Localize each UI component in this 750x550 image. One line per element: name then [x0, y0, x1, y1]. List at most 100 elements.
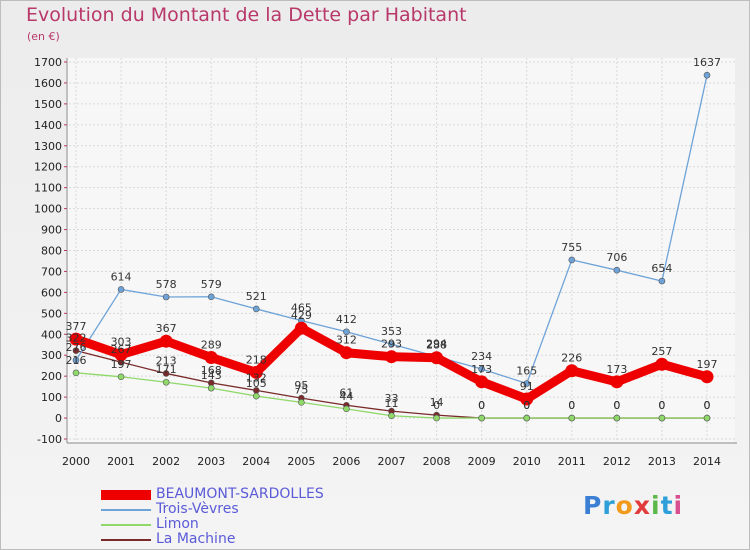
data-point [69, 332, 83, 346]
x-tick-label: 2000 [62, 455, 90, 468]
proxiti-logo: Proxiti [583, 491, 684, 520]
data-point [523, 414, 531, 422]
data-point [72, 369, 80, 377]
data-point [162, 293, 170, 301]
data-label: 288 [426, 339, 447, 352]
data-label: 0 [613, 399, 620, 412]
y-tick-label: 1100 [34, 182, 62, 195]
legend-swatch [101, 509, 151, 511]
data-label: 353 [381, 325, 402, 338]
data-label: 0 [658, 399, 665, 412]
y-tick-label: 1200 [34, 161, 62, 174]
data-point [523, 380, 531, 387]
x-tick-label: 2007 [378, 455, 406, 468]
legend-swatch [101, 539, 151, 541]
x-tick-label: 2011 [558, 455, 586, 468]
data-point [433, 414, 440, 422]
data-point [700, 370, 714, 384]
data-point [249, 365, 263, 379]
data-label: 197 [697, 358, 718, 371]
y-tick-label: 300 [41, 349, 62, 362]
data-point [343, 405, 350, 413]
data-label: 171 [156, 363, 177, 376]
data-label: 312 [336, 334, 357, 347]
data-label: 0 [568, 399, 575, 412]
data-point [520, 392, 534, 406]
data-label: 226 [561, 352, 582, 365]
y-tick-label: 1600 [34, 77, 62, 90]
data-label: 0 [704, 399, 711, 412]
data-point [72, 356, 80, 364]
x-tick-label: 2001 [107, 455, 135, 468]
data-point [658, 277, 666, 285]
x-tick-label: 2014 [693, 455, 721, 468]
y-tick-label: 0 [55, 412, 62, 425]
y-tick-label: 400 [41, 328, 62, 341]
data-label: 0 [704, 399, 711, 412]
data-label: 165 [516, 364, 537, 377]
data-point [252, 305, 260, 313]
y-tick-label: 200 [41, 370, 62, 383]
data-label: 61 [339, 386, 353, 399]
data-label: 706 [606, 251, 627, 264]
data-point [204, 351, 218, 365]
data-point [385, 350, 398, 364]
data-label: 173 [471, 363, 492, 376]
data-label: 0 [523, 399, 530, 412]
data-label: 578 [156, 278, 177, 291]
legend-item-limon: Limon [101, 516, 401, 533]
y-tick-label: 700 [41, 265, 62, 278]
data-label: 0 [613, 399, 620, 412]
data-point [565, 364, 579, 378]
data-point [655, 357, 669, 371]
y-tick-label: 600 [41, 286, 62, 299]
data-label: 95 [294, 379, 308, 392]
x-tick-label: 2006 [332, 455, 360, 468]
legend-label: Trois-Vèvres [156, 501, 239, 517]
legend-item-la-machine: La Machine [101, 531, 401, 548]
y-tick-label: 1400 [34, 119, 62, 132]
data-label: 579 [201, 278, 222, 291]
data-label: 0 [478, 399, 485, 412]
x-tick-label: 2009 [468, 455, 496, 468]
data-label: 521 [246, 290, 267, 303]
data-label: 303 [111, 336, 132, 349]
legend-swatch [101, 490, 151, 500]
data-point [117, 286, 125, 293]
data-point [703, 414, 711, 422]
data-point [298, 399, 305, 406]
y-tick-label: 1500 [34, 98, 62, 111]
y-tick-label: 800 [41, 245, 62, 258]
legend-swatch [101, 524, 151, 526]
data-point [117, 373, 125, 381]
data-point [114, 348, 128, 362]
legend-item-beaumont-sardolles: BEAUMONT-SARDOLLES [101, 486, 401, 503]
data-label: 293 [381, 338, 402, 351]
data-point [613, 414, 621, 422]
data-point [568, 256, 576, 264]
data-point [388, 340, 395, 348]
data-label: 0 [433, 399, 440, 412]
data-point [207, 384, 215, 392]
data-point [207, 293, 215, 301]
data-point [610, 375, 624, 389]
data-label: 465 [291, 302, 312, 315]
data-point [430, 351, 444, 365]
data-label: 267 [111, 343, 132, 356]
x-tick-label: 2008 [423, 455, 451, 468]
legend-label: BEAUMONT-SARDOLLES [156, 486, 324, 502]
data-point [613, 266, 621, 274]
data-label: 257 [651, 345, 672, 358]
data-label: 412 [336, 313, 357, 326]
chart-subtitle: (en €) [27, 30, 60, 43]
data-label: 197 [111, 358, 132, 371]
data-label: 755 [561, 241, 582, 254]
data-point [388, 412, 395, 420]
data-label: 143 [201, 369, 222, 382]
data-label: 91 [520, 380, 534, 393]
x-tick-label: 2012 [603, 455, 631, 468]
data-point [658, 414, 666, 422]
legend-item-trois-vevres: Trois-Vèvres [101, 501, 401, 518]
